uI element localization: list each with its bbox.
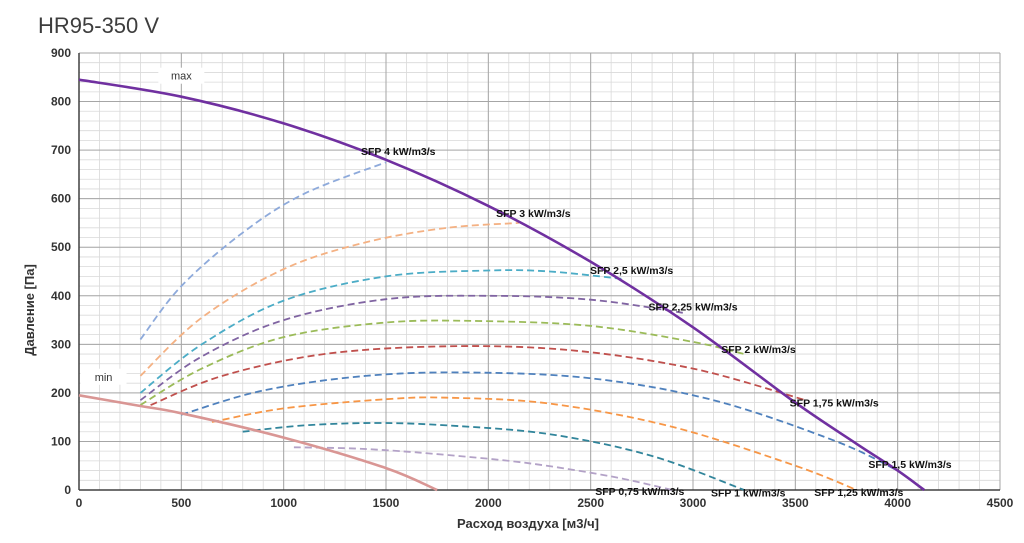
series-line-sfp-0-75-kw-m3-s [293, 446, 673, 491]
y-tick-label: 500 [51, 240, 71, 254]
x-tick-label: 4500 [987, 496, 1014, 510]
series-line-sfp-2-kw-m3-s [139, 319, 745, 406]
x-tick-label: 4000 [884, 496, 911, 510]
x-axis-label: Расход воздуха [м3/ч] [457, 516, 599, 531]
annotation-label: max [171, 71, 192, 83]
annotation-label: SFP 3 kW/m3/s [496, 208, 571, 220]
label-background [158, 67, 205, 84]
chart-title: HR95-350 V [38, 13, 160, 38]
y-tick-label: 400 [51, 289, 71, 303]
grid [78, 52, 1001, 491]
series-line-sfp-4-kw-m3-s [139, 161, 387, 341]
y-tick-label: 300 [51, 337, 71, 351]
series-line-sfp-1-25-kw-m3-s [211, 396, 858, 491]
x-tick-label: 3000 [680, 496, 707, 510]
annotation-label: SFP 1,75 kW/m3/s [790, 397, 879, 409]
annotation-label: SFP 2 kW/m3/s [721, 344, 796, 356]
annotation-label: min [95, 372, 113, 384]
x-tick-label: 0 [76, 496, 83, 510]
series-line-min [78, 394, 438, 492]
y-tick-label: 900 [51, 46, 71, 60]
curves [78, 78, 926, 492]
y-tick-label: 200 [51, 386, 71, 400]
x-tick-label: 2500 [577, 496, 604, 510]
tick-labels: 0 500 1000 1500 2000 2500 3000 3500 4000 4500 0 100… [51, 46, 1014, 510]
y-tick-label: 700 [51, 143, 71, 157]
y-tick-label: 0 [64, 483, 71, 497]
x-tick-label: 1500 [373, 496, 400, 510]
annotation-label: SFP 4 kW/m3/s [361, 146, 436, 158]
series-line-sfp-1-5-kw-m3-s [181, 371, 899, 472]
y-tick-label: 100 [51, 434, 71, 448]
x-tick-label: 500 [171, 496, 191, 510]
annotation-label: SFP 1 kW/m3/s [711, 487, 786, 499]
series-line-sfp-1-75-kw-m3-s [150, 345, 806, 406]
series-line-sfp-2-25-kw-m3-s [139, 294, 683, 401]
x-tick-label: 3500 [782, 496, 809, 510]
annotations: max min SFP 4 kW/m3/s SFP 3 kW/m3/s SFP 2,5 … [80, 67, 952, 499]
annotation-label: SFP 0,75 kW/m3/s [595, 486, 684, 498]
y-tick-label: 600 [51, 192, 71, 206]
series-line-sfp-1-kw-m3-s [242, 422, 745, 491]
annotation-label: SFP 1,25 kW/m3/s [814, 487, 903, 499]
annotation-label: SFP 2,25 kW/m3/s [648, 301, 737, 313]
series-line-sfp-2-5-kw-m3-s [139, 269, 622, 394]
y-tick-label: 800 [51, 95, 71, 109]
x-tick-label: 2000 [475, 496, 502, 510]
annotation-label: SFP 2,5 kW/m3/s [590, 265, 673, 277]
x-tick-label: 1000 [270, 496, 297, 510]
y-axis-label: Давление [Па] [22, 264, 37, 356]
annotation-label: SFP 1,5 kW/m3/s [868, 459, 951, 471]
label-background [80, 368, 127, 385]
series-line-max [78, 78, 926, 492]
